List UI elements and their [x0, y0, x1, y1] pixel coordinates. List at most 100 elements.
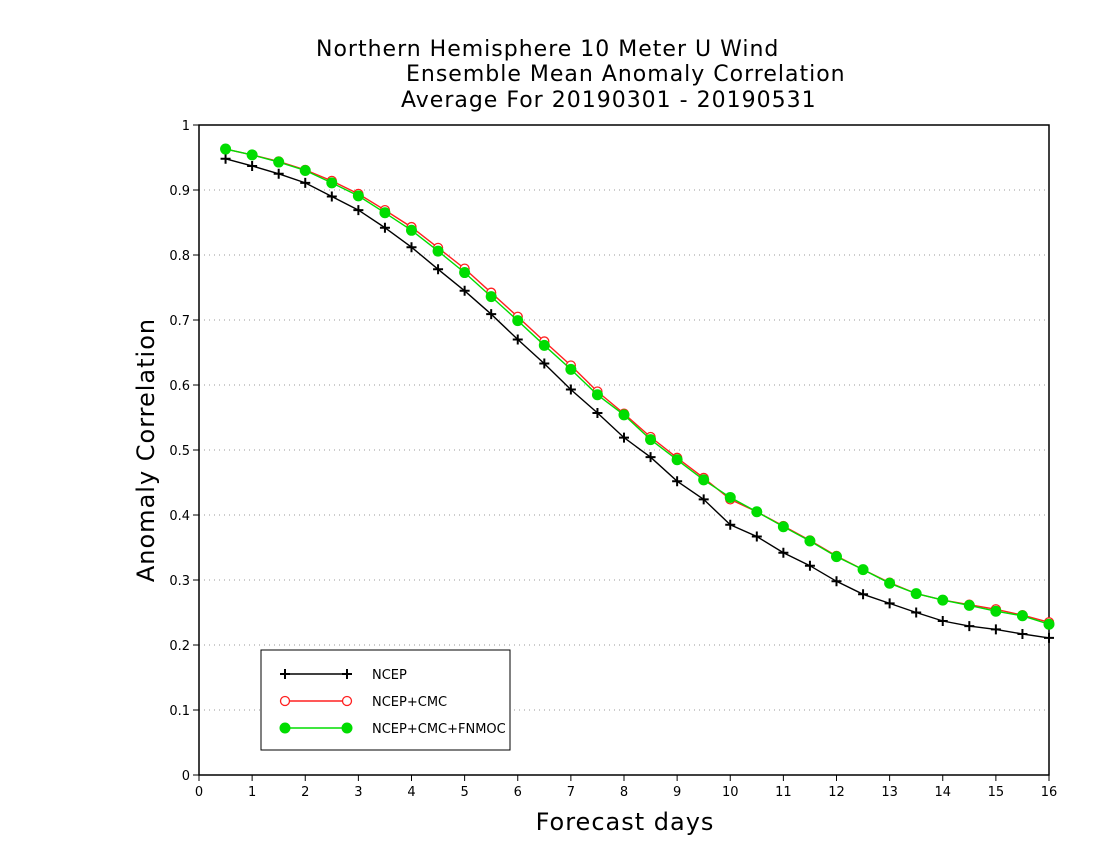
legend-label: NCEP [372, 668, 407, 683]
data-point [379, 222, 390, 233]
data-point [698, 494, 709, 505]
series-line [225, 148, 1050, 625]
data-point [352, 190, 364, 202]
legend-marker [341, 722, 353, 734]
data-point [724, 491, 736, 503]
data-point [459, 285, 470, 296]
data-point [911, 607, 922, 618]
legend-box [260, 649, 511, 751]
y-tick-label: 0.6 [169, 379, 190, 394]
series-line [225, 148, 1050, 623]
x-tick-label: 8 [620, 785, 628, 800]
x-tick-label: 4 [407, 785, 415, 800]
legend-item: NCEP+CMC+FNMOC [279, 722, 506, 737]
data-point [751, 531, 762, 542]
y-tick-label: 0.3 [169, 574, 190, 589]
data-point [619, 432, 629, 443]
chart-title-line-1: Northern Hemisphere 10 Meter U Wind [316, 37, 780, 62]
series-ncep [220, 153, 1054, 643]
data-point [273, 168, 284, 179]
data-point [964, 621, 975, 632]
data-point [645, 452, 656, 463]
x-tick-label: 11 [775, 785, 792, 800]
data-point [538, 339, 550, 351]
data-point [591, 389, 603, 401]
data-point [326, 191, 337, 202]
x-tick-label: 14 [934, 785, 951, 800]
x-tick-label: 7 [567, 785, 575, 800]
data-point [486, 309, 497, 320]
data-point [937, 615, 948, 626]
data-point [379, 207, 391, 219]
data-point [1017, 628, 1028, 639]
legend: NCEP NCEP+CMC NCEP+CMC+FNMOC [260, 649, 511, 751]
data-point [592, 407, 603, 418]
legend-marker [342, 669, 352, 679]
data-point [459, 267, 471, 279]
data-point [432, 245, 444, 257]
data-point [406, 224, 417, 236]
data-point [778, 547, 789, 558]
data-point [831, 576, 842, 587]
data-point [857, 564, 869, 576]
y-tick-label: 0.8 [169, 249, 190, 264]
data-point [858, 589, 869, 600]
chart-title-line-3: Average For 20190301 - 20190531 [401, 88, 817, 113]
x-tick-label: 16 [1041, 785, 1058, 800]
legend-label: NCEP+CMC+FNMOC [372, 722, 506, 737]
legend-label: NCEP+CMC [372, 695, 447, 710]
data-point [884, 598, 895, 609]
data-point [1016, 610, 1028, 622]
data-point [671, 454, 683, 466]
x-axis-label: Forecast days [535, 808, 715, 836]
x-tick-label: 1 [248, 785, 256, 800]
x-tick-label: 10 [722, 785, 739, 800]
y-axis-label: Anomaly Correlation [132, 317, 160, 583]
data-point [246, 149, 258, 161]
legend-marker [280, 669, 290, 679]
data-point [804, 560, 815, 571]
series-line [225, 158, 1050, 639]
data-point [672, 476, 683, 487]
data-point [406, 242, 417, 253]
data-point [777, 521, 789, 533]
x-tick-label: 15 [988, 785, 1005, 800]
data-point [326, 177, 338, 189]
y-tick-label: 0 [182, 769, 190, 784]
chart-title-line-2: Ensemble Mean Anomaly Correlation [406, 62, 846, 87]
y-tick-label: 0.1 [169, 704, 190, 719]
x-tick-label: 0 [195, 785, 203, 800]
data-point [937, 594, 949, 606]
data-point [963, 599, 975, 611]
data-point [565, 363, 577, 375]
data-point [910, 588, 922, 600]
data-point [884, 577, 896, 589]
data-point [220, 153, 231, 164]
data-point [539, 358, 550, 369]
x-tick-label: 2 [301, 785, 309, 800]
data-point [645, 434, 657, 446]
data-point [512, 334, 523, 345]
series-ncep-cmc-fnmoc [220, 143, 1055, 630]
data-point [220, 143, 232, 155]
data-point [512, 315, 524, 327]
y-tick-label: 0.9 [169, 184, 190, 199]
y-tick-label: 0.7 [169, 314, 190, 329]
x-tick-label: 13 [881, 785, 898, 800]
legend-item: NCEP+CMC [279, 695, 447, 710]
legend-item: NCEP [280, 668, 407, 683]
data-point [299, 165, 311, 176]
x-tick-label: 12 [828, 785, 845, 800]
x-tick-label: 6 [514, 785, 522, 800]
data-point [273, 156, 285, 168]
data-point [804, 535, 816, 547]
data-point [1043, 618, 1055, 630]
data-point [565, 384, 576, 395]
data-point [353, 205, 364, 216]
data-point [751, 506, 763, 518]
data-point [725, 519, 736, 530]
data-point [485, 291, 497, 303]
y-tick-label: 1 [182, 119, 190, 134]
